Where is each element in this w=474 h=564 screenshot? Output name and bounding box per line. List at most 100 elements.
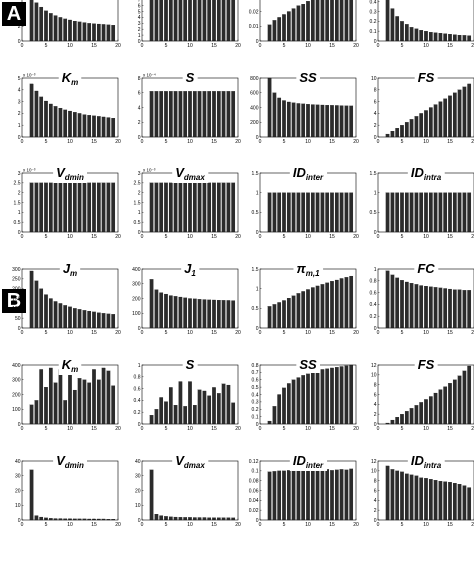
y-tick-label: 100 bbox=[12, 306, 21, 312]
bar bbox=[291, 295, 296, 329]
bar bbox=[72, 182, 77, 233]
bar bbox=[68, 182, 72, 233]
bar bbox=[202, 299, 207, 329]
bar bbox=[286, 11, 291, 42]
bar bbox=[231, 0, 236, 42]
bar bbox=[424, 478, 428, 521]
y-tick-label: 0 bbox=[374, 518, 377, 524]
bar bbox=[183, 406, 188, 425]
bar bbox=[267, 192, 272, 233]
bar bbox=[92, 115, 96, 138]
y-tick-label: 0.8 bbox=[370, 279, 377, 285]
bar bbox=[178, 296, 183, 329]
bar bbox=[164, 182, 168, 233]
bar bbox=[419, 113, 424, 138]
bar bbox=[96, 312, 101, 329]
y-tick-label: 3 bbox=[138, 171, 141, 177]
y-tick-label: 5 bbox=[138, 9, 141, 15]
bar bbox=[301, 4, 306, 42]
y-tick-label: 1 bbox=[374, 190, 377, 196]
bar bbox=[306, 104, 310, 138]
x-tick-label: 15 bbox=[91, 426, 97, 432]
bar bbox=[390, 274, 395, 329]
bar bbox=[448, 482, 452, 521]
bar bbox=[315, 370, 320, 425]
bar bbox=[34, 90, 39, 138]
bar bbox=[344, 365, 349, 425]
bar bbox=[315, 0, 320, 42]
x-tick-label: 15 bbox=[211, 522, 217, 528]
bar bbox=[188, 381, 192, 425]
y-tick-label: 12 bbox=[371, 363, 377, 369]
chart-title-text: S bbox=[186, 70, 195, 85]
bar bbox=[330, 105, 334, 138]
bar bbox=[462, 192, 467, 233]
bar bbox=[325, 0, 330, 42]
x-tick-label: 10 bbox=[305, 139, 311, 145]
chart-title-text: IDintra bbox=[411, 165, 442, 182]
bar bbox=[282, 470, 286, 521]
bar bbox=[395, 277, 400, 329]
y-tick-label: 2.5 bbox=[134, 181, 141, 187]
y-tick-label: 10 bbox=[15, 503, 21, 509]
chart-title-text: FS bbox=[418, 70, 435, 85]
x-tick-label: 15 bbox=[211, 43, 217, 49]
x-tick-label: 0 bbox=[259, 426, 262, 432]
x-tick-label: 20 bbox=[471, 330, 474, 336]
bar bbox=[330, 192, 334, 233]
bar bbox=[452, 289, 457, 329]
bar bbox=[202, 517, 207, 521]
bar bbox=[192, 0, 197, 42]
chart-6: 0 5 10 15 20 0 2 4 6 8x 10⁻⁴ S bbox=[138, 69, 241, 145]
bar bbox=[428, 286, 433, 329]
x-tick-label: 10 bbox=[305, 330, 311, 336]
y-tick-label: 8 bbox=[138, 76, 141, 82]
axis-multiplier: x 10⁻³ bbox=[143, 168, 156, 173]
bar bbox=[452, 34, 457, 42]
y-tick-label: 4 bbox=[138, 15, 141, 21]
y-tick-label: 0.4 bbox=[370, 0, 377, 5]
bar bbox=[462, 370, 467, 425]
chart-title-backing bbox=[414, 69, 438, 86]
bar bbox=[339, 192, 344, 233]
bar bbox=[77, 309, 82, 329]
y-tick-label: 0.6 bbox=[252, 378, 259, 384]
bar bbox=[448, 192, 452, 233]
y-tick-label: 8 bbox=[374, 382, 377, 388]
bar bbox=[168, 91, 173, 138]
y-tick-label: 1.5 bbox=[252, 267, 259, 273]
bar bbox=[96, 518, 101, 521]
bar bbox=[48, 103, 53, 138]
chart-title: FS bbox=[414, 356, 438, 373]
y-tick-label: 800 bbox=[250, 76, 259, 82]
bar bbox=[29, 182, 34, 233]
y-tick-label: 2 bbox=[138, 190, 141, 196]
bar bbox=[72, 518, 77, 521]
x-tick-label: 0 bbox=[259, 234, 262, 240]
x-tick-label: 10 bbox=[67, 43, 73, 49]
bar bbox=[286, 383, 291, 425]
x-tick-label: 0 bbox=[141, 43, 144, 49]
y-tick-label: 0.2 bbox=[370, 314, 377, 320]
bar bbox=[424, 192, 428, 233]
bar bbox=[267, 420, 272, 425]
x-tick-label: 5 bbox=[401, 330, 404, 336]
bar bbox=[58, 17, 63, 42]
y-tick-label: 250 bbox=[12, 277, 21, 283]
y-tick-label: 2 bbox=[374, 412, 377, 418]
bar bbox=[111, 385, 116, 425]
bar bbox=[339, 0, 344, 42]
bar bbox=[272, 304, 277, 329]
y-tick-label: 1 bbox=[138, 363, 141, 369]
chart-23: 0 5 10 15 20 0 0.02 0.04 0.06 0.08 0.1 0.12 IDinter bbox=[249, 452, 359, 528]
bar bbox=[334, 0, 339, 42]
bar bbox=[111, 314, 116, 329]
bar bbox=[414, 405, 419, 425]
x-tick-label: 10 bbox=[67, 426, 73, 432]
bar bbox=[419, 192, 424, 233]
chart-title-backing bbox=[296, 69, 320, 86]
y-tick-label: 1 bbox=[256, 190, 259, 196]
bar bbox=[96, 116, 101, 138]
y-tick-label: 200 bbox=[132, 296, 141, 302]
bar bbox=[58, 518, 63, 521]
